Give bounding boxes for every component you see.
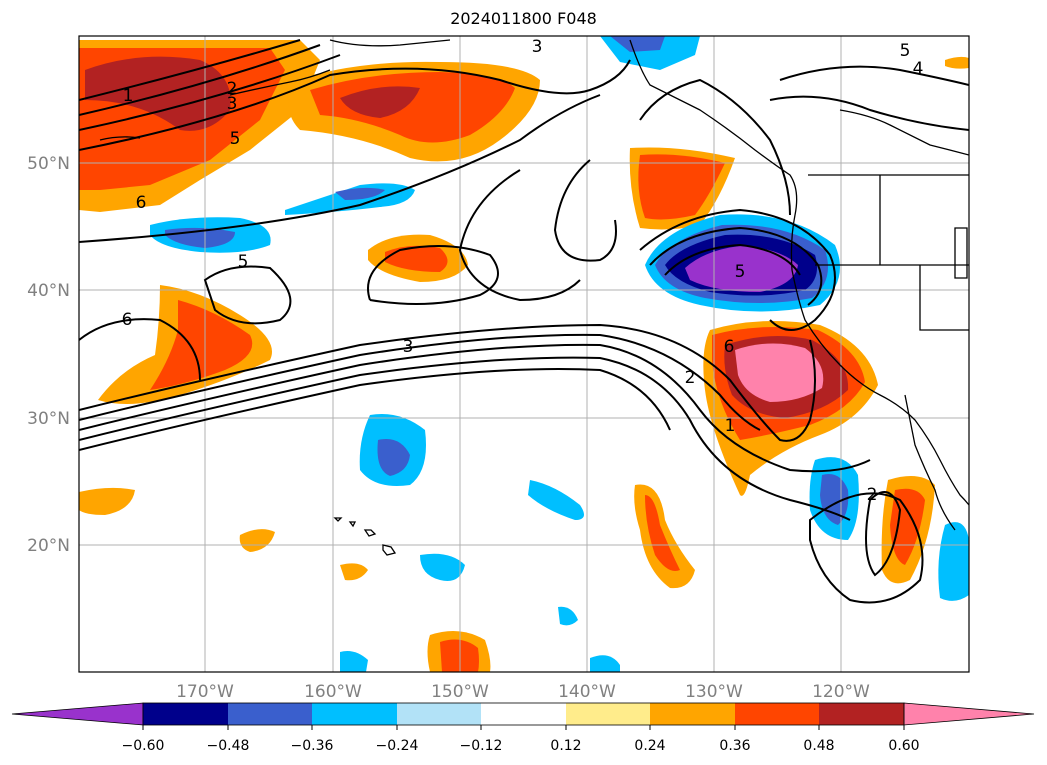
colorbar-segment [481,703,566,725]
lon-label: 160°W [304,682,362,702]
colorbar-extend-high [903,702,1035,726]
lat-label: 50°N [27,154,70,174]
latitude-labels: 50°N 40°N 30°N 20°N [27,154,70,556]
colorbar-tick-label: 0.36 [719,738,750,754]
contour-label: 5 [230,129,241,149]
contour-label: 3 [403,337,414,357]
colorbar-tick-label: 0.24 [634,738,665,754]
colorbar-tick-label: −0.36 [291,738,334,754]
colorbar-ticks [142,725,905,730]
map-panel: 3 5 4 1 2 3 5 6 5 6 5 6 3 2 1 2 [79,36,969,672]
lon-label: 140°W [558,682,616,702]
lon-label: 130°W [685,682,743,702]
contour-label: 2 [227,79,238,99]
colorbar-tick-label: −0.60 [122,738,165,754]
lon-label: 120°W [812,682,870,702]
colorbar-tick-label: −0.12 [460,738,503,754]
colorbar-tick-label: 0.48 [803,738,834,754]
colorbar-tick-label: 0.12 [550,738,581,754]
contour-label: 5 [735,262,746,282]
contour-label: 6 [136,193,147,213]
map-gridlines [79,36,969,672]
contour-label: 4 [913,59,924,79]
map-title: 2024011800 F048 [450,9,597,28]
contour-label: 3 [532,37,543,57]
colorbar-segment [819,703,904,725]
contour-label: 5 [900,41,911,61]
colorbar-segment [228,703,312,725]
colorbar-extend-low [11,702,144,726]
contour-lines [79,39,969,604]
lon-label: 170°W [176,682,234,702]
contour-label: 3 [227,94,238,114]
map-frame [78,35,970,673]
colorbar-tick-label: −0.48 [207,738,250,754]
contour-label-group: 3 5 4 1 2 3 5 6 5 6 5 6 3 2 1 2 [122,37,924,505]
colorbar-segment [650,703,735,725]
lat-label: 20°N [27,536,70,556]
contour-label: 1 [123,86,134,106]
contour-label: 5 [238,252,249,272]
contour-label: 1 [725,416,736,436]
colorbar: −0.60 −0.48 −0.36 −0.24 −0.12 0.12 0.24 … [11,702,1035,754]
contour-label: 2 [867,485,878,505]
lat-label: 40°N [27,281,70,301]
coastlines [99,39,969,556]
colorbar-tick-label: −0.24 [376,738,419,754]
colorbar-segment [735,703,819,725]
colorbar-tick-labels: −0.60 −0.48 −0.36 −0.24 −0.12 0.12 0.24 … [122,738,920,754]
colorbar-segment [566,703,650,725]
colorbar-segment [312,703,397,725]
contour-label: 6 [724,337,735,357]
contour-label: 2 [685,368,696,388]
colorbar-segment [397,703,481,725]
longitude-labels: 170°W 160°W 150°W 140°W 130°W 120°W [176,682,870,702]
colorbar-tick-label: 0.60 [888,738,919,754]
colorbar-segment [143,703,228,725]
lon-label: 150°W [431,682,489,702]
contour-label: 6 [122,310,133,330]
lat-label: 30°N [27,409,70,429]
